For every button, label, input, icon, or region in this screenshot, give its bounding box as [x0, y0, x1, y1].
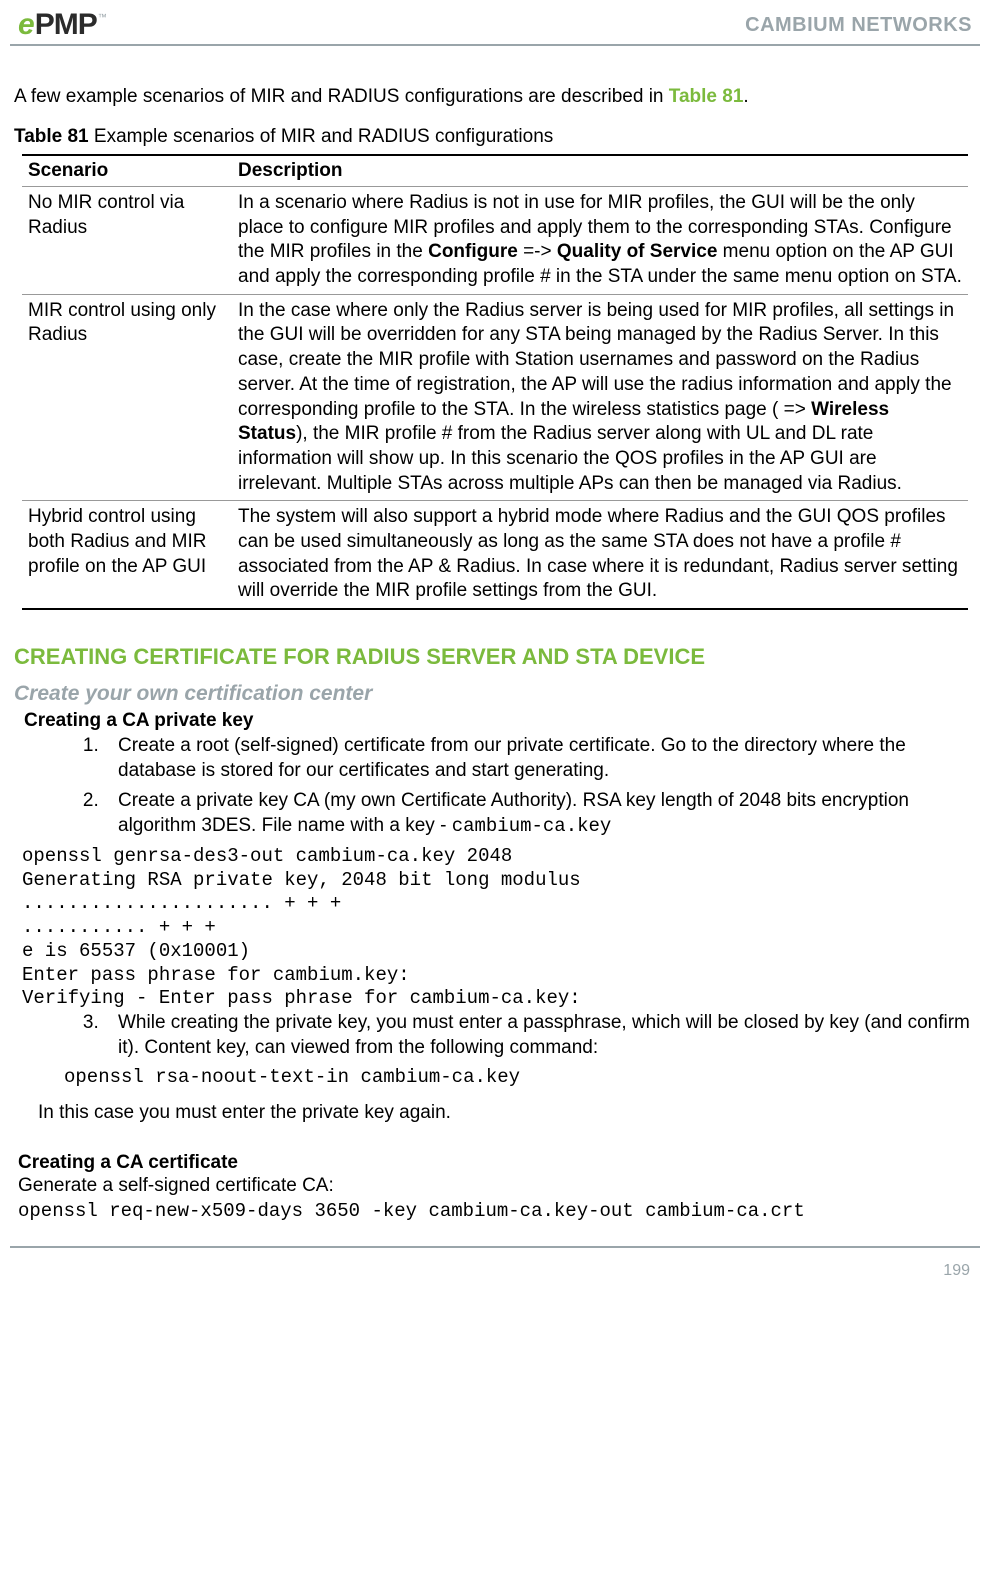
table-caption-text: Example scenarios of MIR and RADIUS conf…: [89, 126, 554, 147]
code-block: openssl genrsa-des3-out cambium-ca.key 2…: [22, 845, 976, 1011]
table-row: Hybrid control using both Radius and MIR…: [22, 501, 968, 609]
intro-text-before: A few example scenarios of MIR and RADIU…: [14, 86, 669, 107]
section-heading: CREATING CERTIFICATE FOR RADIUS SERVER A…: [14, 644, 976, 670]
table-ref-link[interactable]: Table 81: [669, 86, 744, 107]
steps-list: Create a root (self-signed) certificate …: [104, 734, 976, 839]
page-header: ePMP™ CAMBIUM NETWORKS: [0, 0, 990, 44]
table-row: MIR control using only Radius In the cas…: [22, 294, 968, 501]
table-row: No MIR control via Radius In a scenario …: [22, 187, 968, 295]
brand-name: CAMBIUM NETWORKS: [745, 14, 972, 37]
page-content: A few example scenarios of MIR and RADIU…: [0, 46, 990, 1234]
command-line: openssl rsa-noout-text-in cambium-ca.key: [64, 1066, 976, 1088]
list-item: Create a private key CA (my own Certific…: [104, 789, 976, 838]
table-caption: Table 81 Example scenarios of MIR and RA…: [14, 126, 976, 148]
inline-code: cambium-ca.key: [452, 815, 612, 837]
subsection-heading: Create your own certification center: [14, 682, 976, 706]
page-number: 199: [943, 1262, 970, 1280]
logo: ePMP™: [18, 8, 106, 42]
steps-list-cont: While creating the private key, you must…: [104, 1011, 976, 1060]
priv-key-heading: Creating a CA private key: [24, 710, 976, 732]
intro-text-after: .: [743, 86, 748, 107]
cell-description: In a scenario where Radius is not in use…: [232, 187, 968, 295]
cell-scenario: Hybrid control using both Radius and MIR…: [22, 501, 232, 609]
cell-description: In the case where only the Radius server…: [232, 294, 968, 501]
logo-tm: ™: [98, 12, 107, 22]
cell-scenario: No MIR control via Radius: [22, 187, 232, 295]
cell-description: The system will also support a hybrid mo…: [232, 501, 968, 609]
note-paragraph: In this case you must enter the private …: [38, 1102, 976, 1124]
col-header-description: Description: [232, 155, 968, 187]
footer-rule: [10, 1246, 980, 1248]
logo-e: e: [18, 8, 35, 42]
col-header-scenario: Scenario: [22, 155, 232, 187]
table-caption-label: Table 81: [14, 126, 89, 147]
intro-paragraph: A few example scenarios of MIR and RADIU…: [14, 86, 976, 108]
scenarios-table: Scenario Description No MIR control via …: [22, 154, 968, 610]
cert-heading: Creating a CA certificate: [18, 1152, 976, 1174]
list-item: Create a root (self-signed) certificate …: [104, 734, 976, 783]
cert-intro: Generate a self-signed certificate CA:: [18, 1174, 976, 1199]
list-item: While creating the private key, you must…: [104, 1011, 976, 1060]
cell-scenario: MIR control using only Radius: [22, 294, 232, 501]
cert-command: openssl req-new-x509-days 3650 -key camb…: [18, 1199, 976, 1224]
logo-pmp: PMP: [35, 8, 97, 42]
